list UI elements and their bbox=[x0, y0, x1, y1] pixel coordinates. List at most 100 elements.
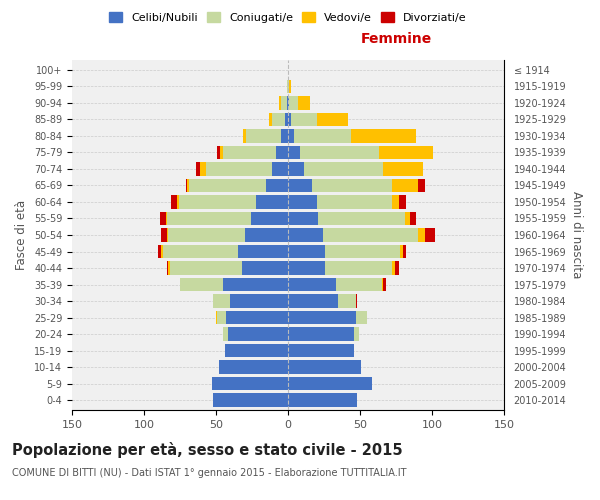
Bar bbox=[418, 228, 425, 241]
Bar bbox=[400, 245, 403, 258]
Bar bbox=[161, 228, 167, 241]
Bar bbox=[298, 96, 310, 110]
Bar bbox=[392, 179, 418, 192]
Bar bbox=[288, 228, 323, 241]
Bar bbox=[196, 162, 200, 175]
Bar bbox=[287, 96, 288, 110]
Bar bbox=[244, 130, 246, 142]
Bar bbox=[288, 179, 313, 192]
Bar bbox=[313, 179, 392, 192]
Bar bbox=[200, 162, 206, 175]
Bar bbox=[288, 80, 289, 93]
Bar bbox=[281, 96, 287, 110]
Bar bbox=[179, 196, 256, 208]
Bar bbox=[186, 179, 187, 192]
Bar bbox=[230, 294, 288, 308]
Text: Femmine: Femmine bbox=[361, 32, 431, 46]
Bar bbox=[354, 328, 359, 340]
Bar bbox=[170, 262, 242, 274]
Bar bbox=[180, 278, 223, 291]
Bar bbox=[281, 130, 288, 142]
Bar bbox=[187, 179, 188, 192]
Bar bbox=[352, 130, 416, 142]
Bar bbox=[169, 262, 170, 274]
Bar bbox=[288, 278, 335, 291]
Bar bbox=[288, 344, 354, 357]
Bar bbox=[395, 262, 399, 274]
Bar bbox=[245, 228, 288, 241]
Bar bbox=[288, 328, 354, 340]
Bar bbox=[335, 278, 382, 291]
Bar bbox=[251, 212, 288, 225]
Bar bbox=[288, 113, 291, 126]
Bar bbox=[291, 113, 317, 126]
Bar bbox=[167, 212, 251, 225]
Bar bbox=[280, 96, 281, 110]
Bar bbox=[224, 344, 288, 357]
Bar bbox=[289, 96, 298, 110]
Bar bbox=[167, 228, 169, 241]
Bar bbox=[338, 294, 356, 308]
Bar bbox=[166, 212, 167, 225]
Bar bbox=[172, 196, 177, 208]
Bar bbox=[158, 245, 161, 258]
Bar bbox=[288, 377, 371, 390]
Bar bbox=[356, 294, 357, 308]
Bar bbox=[288, 130, 294, 142]
Bar bbox=[289, 80, 291, 93]
Bar bbox=[288, 212, 318, 225]
Bar bbox=[288, 360, 361, 374]
Bar bbox=[317, 196, 392, 208]
Bar bbox=[206, 162, 272, 175]
Bar bbox=[266, 179, 288, 192]
Bar bbox=[287, 80, 288, 93]
Bar bbox=[272, 162, 288, 175]
Bar bbox=[217, 311, 226, 324]
Bar bbox=[304, 162, 383, 175]
Bar bbox=[213, 394, 288, 406]
Legend: Celibi/Nubili, Coniugati/e, Vedovi/e, Divorziati/e: Celibi/Nubili, Coniugati/e, Vedovi/e, Di… bbox=[105, 8, 471, 28]
Bar bbox=[256, 196, 288, 208]
Bar bbox=[212, 377, 288, 390]
Bar bbox=[425, 228, 435, 241]
Bar bbox=[272, 113, 285, 126]
Text: COMUNE DI BITTI (NU) - Dati ISTAT 1° gennaio 2015 - Elaborazione TUTTITALIA.IT: COMUNE DI BITTI (NU) - Dati ISTAT 1° gen… bbox=[12, 468, 407, 478]
Bar bbox=[323, 228, 418, 241]
Bar bbox=[383, 278, 386, 291]
Bar bbox=[226, 311, 288, 324]
Bar bbox=[356, 311, 367, 324]
Bar bbox=[277, 146, 288, 159]
Bar bbox=[238, 245, 288, 258]
Bar bbox=[288, 162, 304, 175]
Bar bbox=[317, 113, 349, 126]
Bar bbox=[167, 262, 169, 274]
Bar bbox=[299, 146, 379, 159]
Bar bbox=[383, 162, 424, 175]
Bar bbox=[163, 245, 238, 258]
Bar bbox=[379, 146, 433, 159]
Bar bbox=[223, 328, 227, 340]
Bar bbox=[399, 196, 406, 208]
Bar bbox=[325, 245, 400, 258]
Bar bbox=[217, 146, 220, 159]
Bar bbox=[161, 245, 163, 258]
Y-axis label: Anni di nascita: Anni di nascita bbox=[570, 192, 583, 278]
Bar bbox=[404, 212, 410, 225]
Bar bbox=[269, 113, 272, 126]
Bar bbox=[288, 245, 325, 258]
Bar bbox=[288, 262, 325, 274]
Bar bbox=[392, 262, 395, 274]
Bar bbox=[410, 212, 416, 225]
Bar bbox=[216, 311, 217, 324]
Bar bbox=[223, 146, 277, 159]
Bar bbox=[288, 196, 317, 208]
Bar bbox=[294, 130, 352, 142]
Bar bbox=[242, 262, 288, 274]
Bar bbox=[288, 146, 299, 159]
Bar bbox=[288, 311, 356, 324]
Bar bbox=[213, 294, 230, 308]
Bar bbox=[177, 196, 179, 208]
Bar bbox=[223, 278, 288, 291]
Bar bbox=[418, 179, 425, 192]
Bar bbox=[160, 212, 166, 225]
